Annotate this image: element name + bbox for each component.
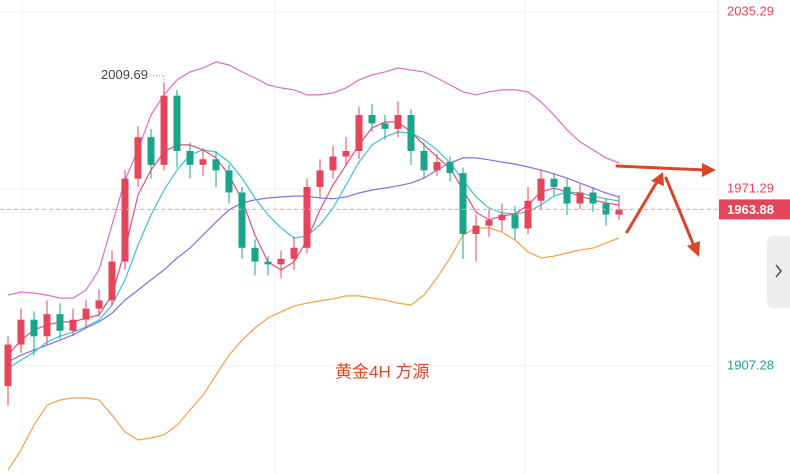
arrow-line — [615, 164, 707, 172]
candle-body — [537, 178, 545, 201]
candle-body — [498, 214, 506, 221]
candle-body — [407, 115, 415, 151]
candle-body — [563, 186, 571, 204]
candle-body — [316, 170, 324, 187]
candle-body — [524, 200, 532, 229]
candle-body — [212, 159, 220, 171]
candle-body — [199, 159, 207, 165]
candle-body — [303, 186, 311, 248]
y-tick-label: 1907.28 — [727, 357, 774, 372]
candle-body — [95, 300, 103, 309]
candle-body — [56, 314, 64, 331]
indicator-line — [7, 131, 620, 369]
candle-body — [225, 170, 233, 193]
candle-body — [121, 178, 129, 262]
candle-body — [4, 344, 12, 387]
candle-body — [459, 173, 467, 234]
candle-body — [472, 225, 480, 234]
side-toggle[interactable] — [767, 236, 790, 308]
candle-body — [147, 137, 155, 165]
chevron-icon — [775, 264, 783, 278]
y-tick-label: 1971.29 — [727, 180, 774, 195]
y-tick-label: 2035.29 — [727, 3, 774, 18]
candle-body — [355, 115, 363, 151]
indicator-line — [7, 157, 620, 363]
arrow-line — [664, 176, 696, 248]
arrow-head — [651, 172, 664, 186]
plot-area — [0, 11, 718, 471]
candle-body — [368, 115, 376, 124]
candle-body — [186, 150, 194, 165]
candle-body — [290, 247, 298, 259]
current-price-label: 1963.88 — [727, 202, 774, 217]
current-price-box — [719, 199, 790, 220]
candle-body — [238, 192, 246, 248]
candle-body — [394, 115, 402, 129]
candle-body — [420, 150, 428, 171]
candle-body — [264, 261, 272, 265]
candle-body — [446, 162, 454, 174]
candle-body — [69, 319, 77, 331]
forecast-arrows — [615, 163, 716, 257]
candle-body — [30, 319, 38, 337]
candle-body — [173, 95, 181, 151]
candle-body — [108, 261, 116, 301]
candle-body — [160, 95, 168, 165]
candle-body — [251, 247, 259, 262]
candle-body — [43, 314, 51, 337]
candle-body — [342, 150, 350, 157]
candle-body — [82, 308, 90, 320]
high-marker-label: 2009.69 — [101, 67, 148, 82]
arrow-head — [702, 163, 716, 177]
candle-body — [433, 162, 441, 171]
candle-body — [550, 178, 558, 187]
candle-body — [381, 123, 389, 129]
candle-body — [615, 209, 623, 215]
candle-body — [17, 319, 25, 345]
candle-body — [485, 220, 493, 226]
candle-body — [511, 214, 519, 229]
side-toggle-bg[interactable] — [767, 236, 790, 308]
arrow-head — [687, 241, 700, 257]
candle-body — [134, 137, 142, 179]
annotation: 黄金4H 方源 — [335, 362, 429, 381]
candle-body — [576, 192, 584, 204]
candle-body — [589, 192, 597, 204]
arrow-line — [625, 178, 660, 234]
candle-body — [277, 258, 285, 265]
indicator-line — [7, 227, 620, 471]
indicator-line — [7, 61, 620, 299]
candle-body — [329, 156, 337, 171]
